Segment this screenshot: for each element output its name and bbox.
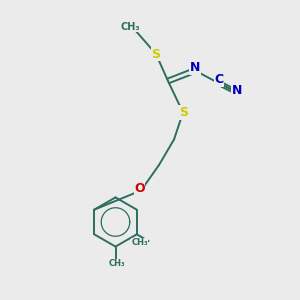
- Text: C: C: [214, 73, 224, 86]
- Text: S: S: [179, 106, 188, 119]
- Text: N: N: [232, 83, 242, 97]
- Text: CH₃: CH₃: [131, 238, 148, 247]
- Text: O: O: [134, 182, 145, 196]
- Text: N: N: [190, 61, 200, 74]
- Text: CH₃: CH₃: [109, 259, 125, 268]
- Text: CH₃: CH₃: [121, 22, 140, 32]
- Text: S: S: [152, 47, 160, 61]
